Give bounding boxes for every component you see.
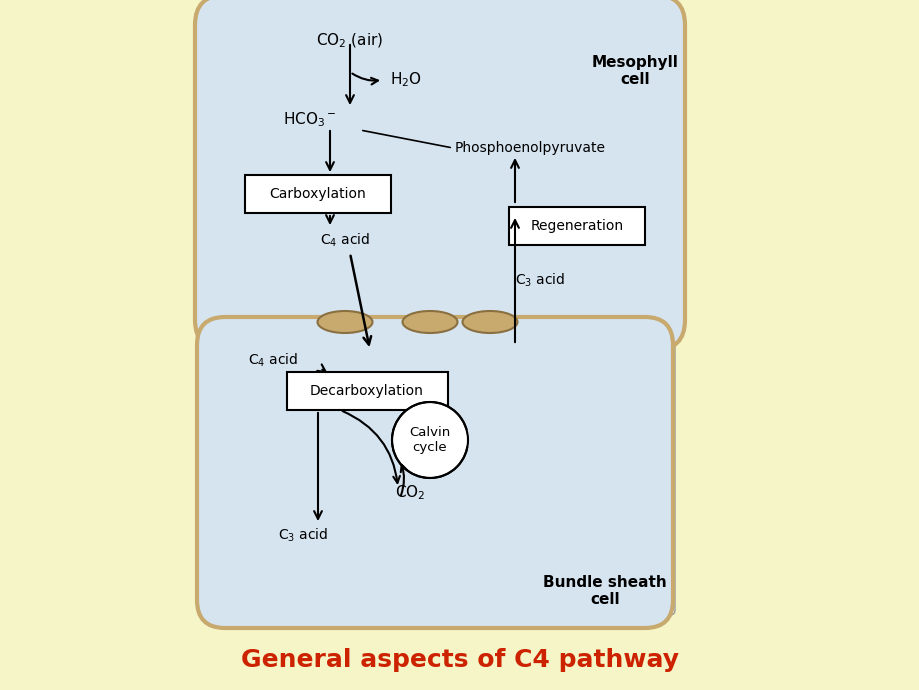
FancyBboxPatch shape	[287, 372, 448, 410]
FancyBboxPatch shape	[197, 317, 673, 628]
Ellipse shape	[403, 311, 457, 333]
Text: H$_2$O: H$_2$O	[390, 70, 422, 89]
Text: General aspects of C4 pathway: General aspects of C4 pathway	[241, 648, 678, 672]
Text: CO$_2$ (air): CO$_2$ (air)	[316, 32, 383, 50]
Text: C$_4$ acid: C$_4$ acid	[320, 231, 369, 248]
Text: Bundle sheath
cell: Bundle sheath cell	[542, 575, 666, 607]
Text: C$_3$ acid: C$_3$ acid	[278, 526, 328, 544]
Text: CO$_2$: CO$_2$	[394, 484, 425, 502]
Text: HCO$_3$$^-$: HCO$_3$$^-$	[283, 110, 336, 129]
Text: Regeneration: Regeneration	[530, 219, 623, 233]
Text: C$_3$ acid: C$_3$ acid	[515, 271, 564, 288]
Text: Carboxylation: Carboxylation	[269, 187, 366, 201]
FancyBboxPatch shape	[195, 0, 685, 350]
FancyBboxPatch shape	[210, 10, 675, 615]
FancyBboxPatch shape	[508, 207, 644, 245]
Text: Calvin
cycle: Calvin cycle	[409, 426, 450, 454]
Circle shape	[391, 402, 468, 478]
Text: Decarboxylation: Decarboxylation	[310, 384, 424, 398]
FancyBboxPatch shape	[244, 175, 391, 213]
Text: C$_4$ acid: C$_4$ acid	[247, 351, 298, 368]
Ellipse shape	[317, 311, 372, 333]
Ellipse shape	[462, 311, 516, 333]
Text: Mesophyll
cell: Mesophyll cell	[591, 55, 677, 88]
Text: Phosphoenolpyruvate: Phosphoenolpyruvate	[455, 141, 606, 155]
